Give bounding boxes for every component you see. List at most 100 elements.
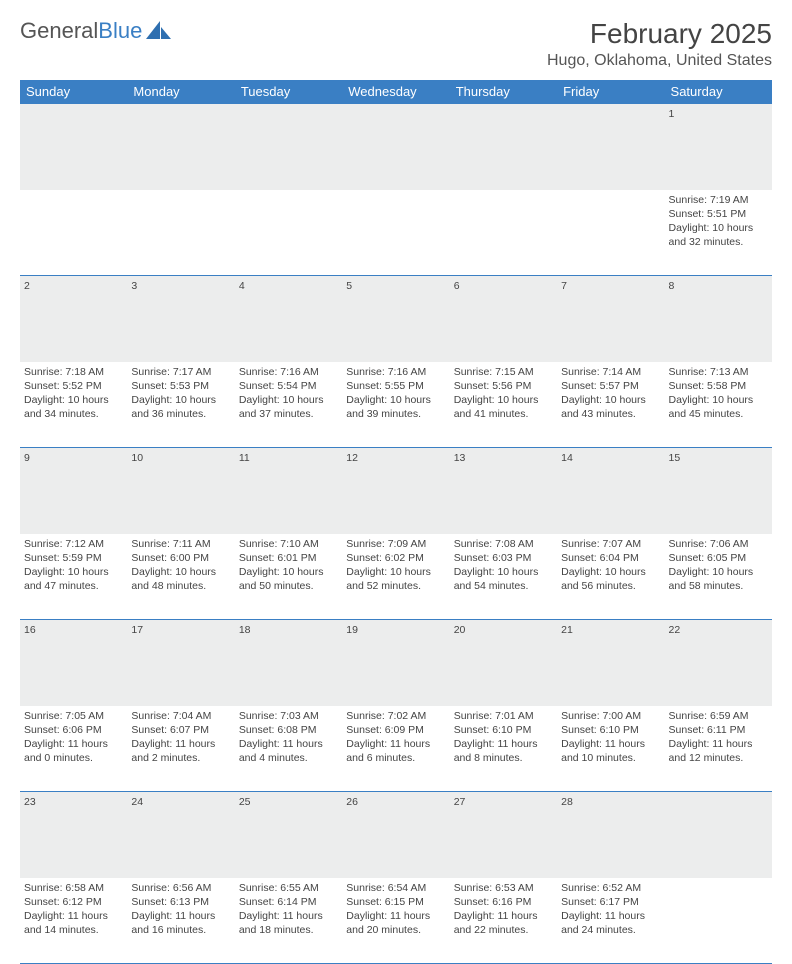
sunset-line: Sunset: 6:02 PM [346,551,445,565]
day-cell [20,190,127,276]
day-number: 20 [450,620,557,706]
day2-line: and 56 minutes. [561,579,660,593]
day-number: 21 [557,620,664,706]
day1-line: Daylight: 11 hours [131,737,230,751]
day-number: 2 [20,276,127,362]
day-number: 1 [665,104,772,190]
day-number: 8 [665,276,772,362]
sunset-line: Sunset: 6:07 PM [131,723,230,737]
day1-line: Daylight: 10 hours [346,565,445,579]
sunset-line: Sunset: 6:14 PM [239,895,338,909]
day2-line: and 16 minutes. [131,923,230,937]
day-cell: Sunrise: 7:03 AMSunset: 6:08 PMDaylight:… [235,706,342,792]
sunrise-line: Sunrise: 6:58 AM [24,881,123,895]
day-header: Tuesday [235,80,342,104]
week-info-row: Sunrise: 7:18 AMSunset: 5:52 PMDaylight:… [20,362,772,448]
day-cell: Sunrise: 7:16 AMSunset: 5:54 PMDaylight:… [235,362,342,448]
day1-line: Daylight: 11 hours [346,909,445,923]
day-cell: Sunrise: 7:04 AMSunset: 6:07 PMDaylight:… [127,706,234,792]
day1-line: Daylight: 10 hours [131,393,230,407]
sunset-line: Sunset: 5:53 PM [131,379,230,393]
sunset-line: Sunset: 6:10 PM [454,723,553,737]
day-number [127,104,234,190]
sunrise-line: Sunrise: 7:18 AM [24,365,123,379]
sunset-line: Sunset: 6:00 PM [131,551,230,565]
day-number [665,792,772,878]
day-number: 10 [127,448,234,534]
day1-line: Daylight: 11 hours [24,909,123,923]
day2-line: and 6 minutes. [346,751,445,765]
sunset-line: Sunset: 6:13 PM [131,895,230,909]
day-cell [557,190,664,276]
sunrise-line: Sunrise: 7:02 AM [346,709,445,723]
sunrise-line: Sunrise: 7:01 AM [454,709,553,723]
day2-line: and 43 minutes. [561,407,660,421]
day-header: Monday [127,80,234,104]
week-info-row: Sunrise: 7:12 AMSunset: 5:59 PMDaylight:… [20,534,772,620]
day-number: 17 [127,620,234,706]
calendar-table: SundayMondayTuesdayWednesdayThursdayFrid… [20,80,772,964]
sunrise-line: Sunrise: 7:05 AM [24,709,123,723]
day-number: 16 [20,620,127,706]
day-header: Friday [557,80,664,104]
day-number: 4 [235,276,342,362]
day2-line: and 32 minutes. [669,235,768,249]
sunrise-line: Sunrise: 6:55 AM [239,881,338,895]
sunset-line: Sunset: 6:08 PM [239,723,338,737]
sunset-line: Sunset: 6:09 PM [346,723,445,737]
day-cell: Sunrise: 7:07 AMSunset: 6:04 PMDaylight:… [557,534,664,620]
day-number: 12 [342,448,449,534]
sunrise-line: Sunrise: 6:52 AM [561,881,660,895]
day-cell: Sunrise: 7:16 AMSunset: 5:55 PMDaylight:… [342,362,449,448]
header: GeneralBlue February 2025 Hugo, Oklahoma… [20,18,772,70]
sunrise-line: Sunrise: 7:19 AM [669,193,768,207]
day2-line: and 50 minutes. [239,579,338,593]
day-cell: Sunrise: 7:15 AMSunset: 5:56 PMDaylight:… [450,362,557,448]
day-cell: Sunrise: 7:11 AMSunset: 6:00 PMDaylight:… [127,534,234,620]
day-number [450,104,557,190]
day1-line: Daylight: 10 hours [669,221,768,235]
day-header: Saturday [665,80,772,104]
sunset-line: Sunset: 6:17 PM [561,895,660,909]
sunrise-line: Sunrise: 7:13 AM [669,365,768,379]
day-cell: Sunrise: 7:01 AMSunset: 6:10 PMDaylight:… [450,706,557,792]
day2-line: and 45 minutes. [669,407,768,421]
day2-line: and 39 minutes. [346,407,445,421]
day-number: 5 [342,276,449,362]
day-cell: Sunrise: 6:54 AMSunset: 6:15 PMDaylight:… [342,878,449,964]
day2-line: and 47 minutes. [24,579,123,593]
day1-line: Daylight: 10 hours [131,565,230,579]
daynum-row: 232425262728 [20,792,772,878]
day-number: 23 [20,792,127,878]
sunrise-line: Sunrise: 7:08 AM [454,537,553,551]
day-cell: Sunrise: 7:19 AMSunset: 5:51 PMDaylight:… [665,190,772,276]
day2-line: and 37 minutes. [239,407,338,421]
sunrise-line: Sunrise: 6:56 AM [131,881,230,895]
day-header: Wednesday [342,80,449,104]
day-number [235,104,342,190]
day1-line: Daylight: 11 hours [239,737,338,751]
day1-line: Daylight: 11 hours [669,737,768,751]
day-cell: Sunrise: 7:10 AMSunset: 6:01 PMDaylight:… [235,534,342,620]
day1-line: Daylight: 10 hours [669,565,768,579]
day1-line: Daylight: 10 hours [561,565,660,579]
week-info-row: Sunrise: 6:58 AMSunset: 6:12 PMDaylight:… [20,878,772,964]
day2-line: and 8 minutes. [454,751,553,765]
day-number: 11 [235,448,342,534]
day-number: 7 [557,276,664,362]
day-cell [450,190,557,276]
day1-line: Daylight: 10 hours [454,565,553,579]
sunset-line: Sunset: 6:04 PM [561,551,660,565]
day-cell: Sunrise: 6:55 AMSunset: 6:14 PMDaylight:… [235,878,342,964]
day2-line: and 10 minutes. [561,751,660,765]
sunrise-line: Sunrise: 7:04 AM [131,709,230,723]
calendar-header-row: SundayMondayTuesdayWednesdayThursdayFrid… [20,80,772,104]
sail-icon [146,21,172,41]
day-cell: Sunrise: 6:58 AMSunset: 6:12 PMDaylight:… [20,878,127,964]
day-cell: Sunrise: 6:59 AMSunset: 6:11 PMDaylight:… [665,706,772,792]
sunset-line: Sunset: 6:11 PM [669,723,768,737]
day2-line: and 36 minutes. [131,407,230,421]
day-cell: Sunrise: 7:17 AMSunset: 5:53 PMDaylight:… [127,362,234,448]
sunrise-line: Sunrise: 7:14 AM [561,365,660,379]
sunset-line: Sunset: 5:55 PM [346,379,445,393]
